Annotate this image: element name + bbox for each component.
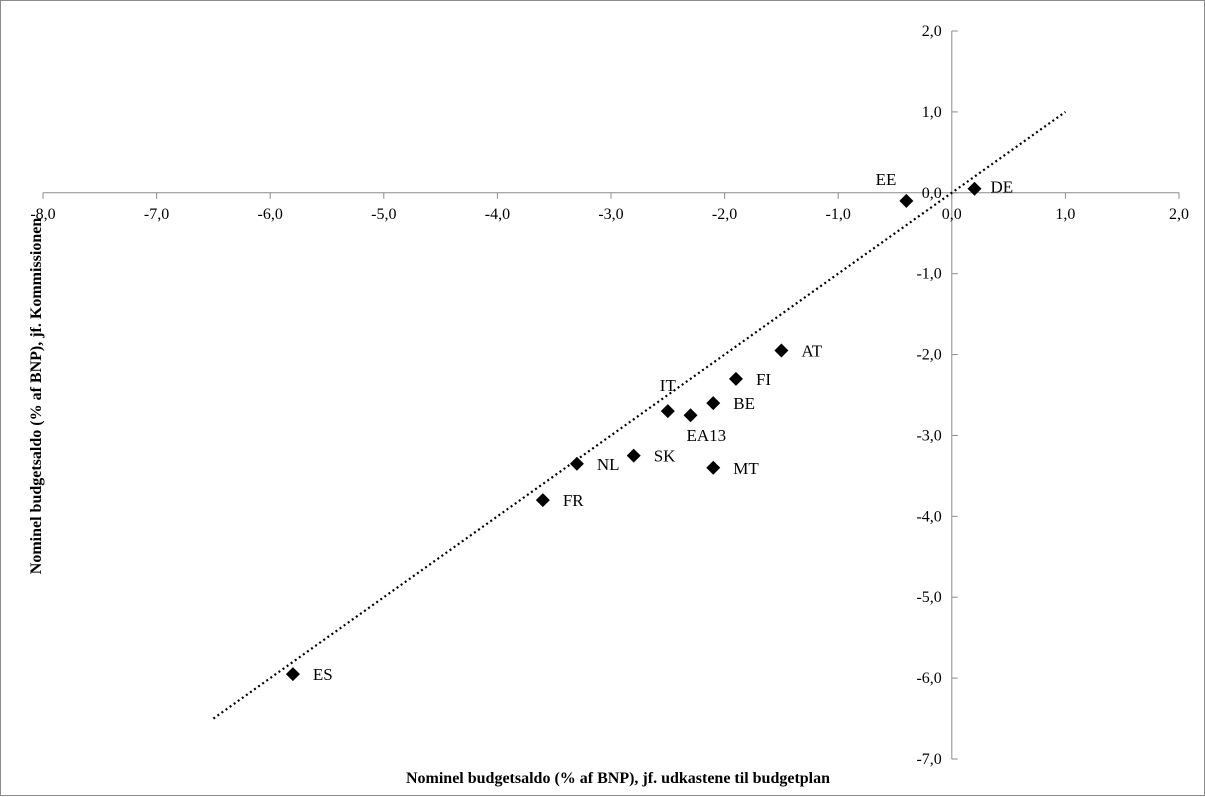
data-point-fi (728, 371, 743, 386)
x-tick-label: -1,0 (826, 206, 851, 223)
y-tick-label: 2,0 (922, 23, 942, 40)
y-tick-label: -6,0 (916, 670, 941, 687)
x-axis-title: Nominel budgetsaldo (% af BNP), jf. udka… (406, 770, 830, 787)
data-label-fi: FI (756, 370, 771, 389)
x-tick-label: -4,0 (485, 206, 510, 223)
y-tick-label: -5,0 (916, 589, 941, 606)
y-tick-label: -3,0 (916, 427, 941, 444)
y-tick-label: -1,0 (916, 266, 941, 283)
y-axis-title: Nominel budgetsaldo (% af BNP), jf. Komm… (28, 218, 45, 575)
y-tick-label: 1,0 (922, 104, 942, 121)
data-label-fr: FR (563, 491, 584, 510)
axes: -8,0 -7,0 -6,0 -5,0 -4,0 -3,0 -2,0 -1,0 0,0 1,0 2,… (30, 23, 1189, 768)
y-tick-label: -4,0 (916, 508, 941, 525)
x-tick-label: 0,0 (942, 206, 962, 223)
data-label-de: DE (991, 178, 1014, 197)
data-point-de (967, 181, 982, 196)
x-tick-label: -5,0 (371, 206, 396, 223)
x-tick-label: -7,0 (144, 206, 169, 223)
data-point-ea13 (683, 408, 698, 423)
y-tick-label: -2,0 (916, 347, 941, 364)
data-label-be: BE (733, 394, 755, 413)
data-label-sk: SK (654, 447, 676, 466)
x-tick-label: -6,0 (258, 206, 283, 223)
data-point-at (774, 343, 789, 358)
y-tick-label: -7,0 (916, 751, 941, 768)
data-label-ee: EE (876, 170, 897, 189)
x-tick-label: -3,0 (598, 206, 623, 223)
x-tick-label: -2,0 (712, 206, 737, 223)
data-label-it: IT (660, 376, 677, 395)
data-point-be (706, 396, 721, 411)
data-point-es (285, 667, 300, 682)
data-point-it (660, 404, 675, 419)
data-label-ea13: EA13 (687, 426, 727, 445)
data-label-nl: NL (597, 455, 620, 474)
x-tick-label: 1,0 (1055, 206, 1075, 223)
x-tick-label: -8,0 (30, 206, 55, 223)
x-tick-label: 2,0 (1169, 206, 1189, 223)
reference-line-group (212, 110, 1067, 720)
data-label-at: AT (801, 342, 822, 361)
data-point-mt (706, 460, 721, 475)
y-tick-label: 0,0 (922, 185, 942, 202)
data-point-ee (899, 193, 914, 208)
data-label-es: ES (313, 665, 333, 684)
data-label-mt: MT (733, 459, 759, 478)
data-point-sk (626, 448, 641, 463)
reference-line (212, 110, 1067, 720)
data-point-fr (535, 493, 550, 508)
data-point-nl (569, 456, 584, 471)
